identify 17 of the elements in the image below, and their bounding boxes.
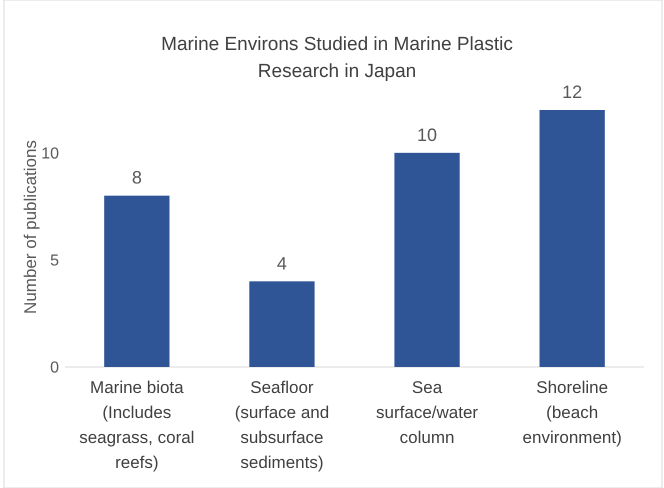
x-tick-label: Shoreline (beach environment) (522, 378, 622, 447)
x-tick-label: Seafloor (surface and subsurface sediments) (234, 378, 330, 472)
bar (249, 281, 315, 367)
y-tick-label: 10 (41, 145, 60, 162)
y-axis-title: Number of publications (21, 140, 40, 314)
data-label: 4 (276, 253, 287, 274)
data-label: 12 (562, 82, 582, 102)
bar (540, 110, 605, 367)
x-tick-label: Marine biota (Includes seagrass, coral reefs) (79, 378, 194, 472)
x-tick-label: Sea surface/water column (376, 378, 478, 447)
y-tick-label: 0 (50, 360, 60, 377)
data-label: 10 (417, 124, 438, 145)
data-label: 8 (132, 168, 142, 188)
chart-title: Marine Environs Studied in Marine Plastic Research in Japan (161, 34, 513, 82)
bar (394, 152, 460, 367)
bar (104, 196, 170, 367)
y-tick-label: 5 (50, 252, 60, 270)
